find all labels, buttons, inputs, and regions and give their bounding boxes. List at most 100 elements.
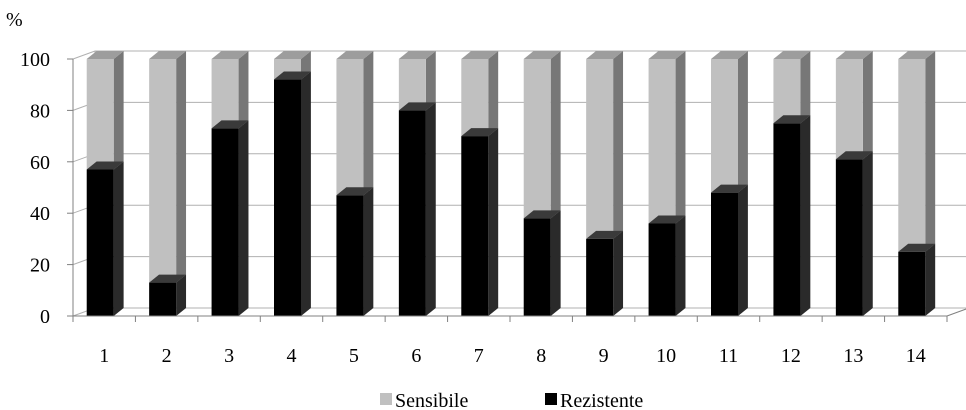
- bar-rezistente-9-top: [586, 230, 624, 239]
- bar-sensibile-13-top: [835, 51, 873, 59]
- legend: Sensibile Rezistente: [380, 390, 643, 410]
- bar-rezistente-14-side: [925, 243, 936, 316]
- x-tick-label-7: 7: [474, 345, 484, 367]
- bar-rezistente-11-top: [711, 184, 748, 193]
- bar-rezistente-13-side: [862, 151, 873, 316]
- gridline-depth-100: [72, 50, 96, 60]
- bar-sensibile-9: [586, 51, 624, 239]
- bar-rezistente-12-top: [773, 115, 811, 124]
- bar-rezistente-1-top: [86, 161, 124, 170]
- bar-rezistente-10-top: [648, 215, 686, 224]
- bar-sensibile-10: [648, 51, 686, 224]
- bar-rezistente-6-top: [398, 102, 436, 111]
- bar-sensibile-6: [398, 51, 436, 111]
- bar-sensibile-1-side: [113, 51, 124, 170]
- bar-sensibile-7-side: [488, 51, 499, 137]
- bar-sensibile-9-front: [586, 59, 614, 239]
- bar-rezistente-6-side: [425, 102, 436, 317]
- bar-sensibile-14-top: [898, 51, 936, 59]
- x-tick-label-4: 4: [287, 345, 297, 367]
- bar-sensibile-8-top: [523, 51, 561, 59]
- y-tick-label-100: 100: [20, 49, 50, 71]
- bar-rezistente-7: [461, 128, 499, 316]
- bar-rezistente-2: [149, 274, 187, 316]
- bar-rezistente-5-top: [336, 187, 374, 196]
- bar-sensibile-13: [835, 51, 873, 160]
- bar-sensibile-2-side: [176, 51, 187, 283]
- x-tick-label-8: 8: [536, 345, 546, 367]
- bar-sensibile-10-front: [648, 59, 676, 224]
- bar-rezistente-11-front: [711, 192, 738, 316]
- bar-sensibile-5-front: [336, 59, 364, 196]
- bar-sensibile-10-side: [675, 51, 686, 224]
- bar-rezistente-13-top: [835, 151, 873, 160]
- legend-label-sensibile: Sensibile: [395, 390, 468, 410]
- bar-rezistente-3-top: [211, 120, 249, 129]
- bar-sensibile-11-side: [738, 51, 748, 193]
- bar-sensibile-6-top: [398, 51, 436, 59]
- bar-sensibile-5-side: [363, 51, 374, 196]
- bar-sensibile-1-front: [86, 59, 114, 170]
- bar-sensibile-9-top: [586, 51, 624, 59]
- bar-sensibile-8-side: [550, 51, 561, 219]
- y-tick-label-0: 0: [40, 306, 50, 328]
- bar-sensibile-3-side: [238, 51, 249, 129]
- bar-rezistente-2-front: [149, 282, 177, 316]
- bar-sensibile-13-side: [862, 51, 873, 160]
- bar-rezistente-11: [711, 184, 748, 316]
- bar-rezistente-14-front: [898, 251, 926, 316]
- bar-sensibile-11-top: [711, 51, 748, 59]
- legend-swatch-sensibile: [380, 393, 392, 405]
- bar-sensibile-14: [898, 51, 936, 252]
- bar-rezistente-12: [773, 115, 811, 316]
- bar-rezistente-4: [274, 71, 311, 316]
- bar-rezistente-3: [211, 120, 249, 316]
- bar-rezistente-4-side: [301, 71, 311, 316]
- bar-sensibile-14-front: [898, 59, 926, 252]
- bar-sensibile-12-front: [773, 59, 801, 124]
- x-tick-label-3: 3: [224, 345, 234, 367]
- bar-sensibile-6-side: [425, 51, 436, 111]
- x-axis-depth-line: [946, 308, 966, 317]
- bar-sensibile-11: [711, 51, 748, 193]
- bar-rezistente-8-front: [523, 218, 551, 316]
- x-tick-label-10: 10: [656, 345, 676, 367]
- bar-rezistente-14: [898, 243, 936, 316]
- bar-sensibile-9-side: [613, 51, 624, 239]
- x-tick-label-11: 11: [719, 345, 738, 367]
- bar-rezistente-14-top: [898, 243, 936, 252]
- bar-sensibile-12-top: [773, 51, 811, 59]
- bar-rezistente-8-side: [550, 210, 561, 316]
- bar-sensibile-10-top: [648, 51, 686, 59]
- bar-sensibile-1: [86, 51, 124, 170]
- legend-label-rezistente: Rezistente: [560, 390, 643, 410]
- x-tick-label-13: 13: [843, 345, 863, 367]
- bar-rezistente-13: [835, 151, 873, 316]
- y-axis-unit-label: %: [6, 9, 23, 31]
- bar-rezistente-7-front: [461, 136, 489, 316]
- bar-rezistente-12-front: [773, 123, 801, 316]
- bar-rezistente-5-front: [336, 195, 364, 316]
- bar-sensibile-2: [149, 51, 187, 283]
- bar-rezistente-5: [336, 187, 374, 316]
- grid-layer: [72, 50, 966, 317]
- bar-sensibile-4-top: [274, 51, 311, 59]
- bar-sensibile-6-front: [398, 59, 426, 111]
- bar-rezistente-3-front: [211, 128, 239, 316]
- bar-sensibile-8: [523, 51, 561, 219]
- bar-sensibile-11-front: [711, 59, 738, 193]
- x-tick-label-1: 1: [99, 345, 109, 367]
- bar-rezistente-6: [398, 102, 436, 317]
- x-tick-label-9: 9: [599, 345, 609, 367]
- bar-sensibile-5: [336, 51, 374, 196]
- bar-rezistente-8-top: [523, 210, 561, 219]
- bar-sensibile-8-front: [523, 59, 551, 219]
- bar-rezistente-12-side: [800, 115, 811, 316]
- bar-sensibile-14-side: [925, 51, 936, 252]
- bar-sensibile-7-top: [461, 51, 499, 59]
- bar-sensibile-2-top: [149, 51, 187, 59]
- y-tick-label-80: 80: [30, 100, 50, 122]
- bar-rezistente-3-side: [238, 120, 249, 316]
